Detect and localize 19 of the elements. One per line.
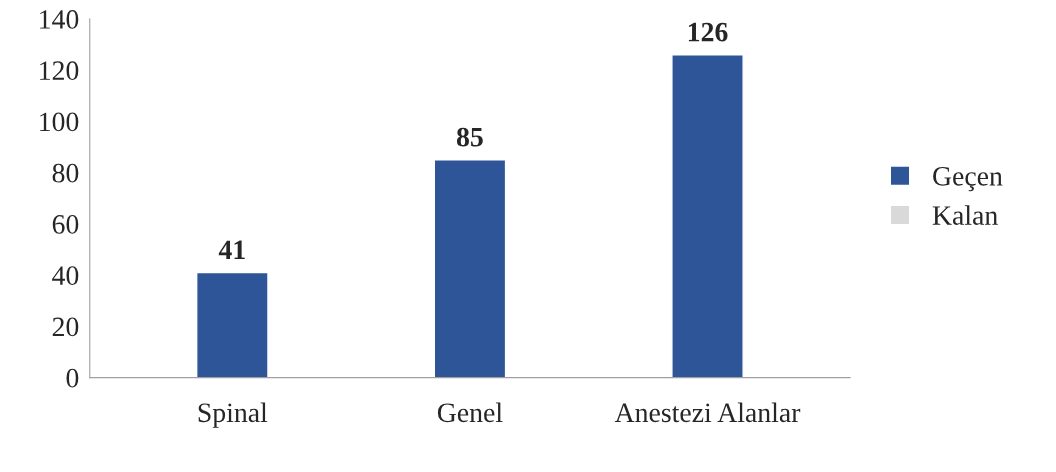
y-tick-label: 20 [52, 317, 79, 337]
bar [195, 271, 269, 378]
legend-label: Geçen [933, 166, 1003, 192]
bar [433, 159, 507, 378]
y-tick-label: 100 [40, 112, 79, 132]
data-label: 41 [218, 240, 245, 259]
y-tick-label: 140 [40, 10, 79, 29]
y-tick-label: 0 [66, 368, 79, 388]
data-label: 85 [456, 127, 483, 147]
y-tick-label: 120 [40, 61, 79, 81]
x-tick-label: Anestezi Alanlar [614, 402, 801, 423]
y-tick-label: 60 [52, 215, 79, 234]
x-tick-label: Spinal [198, 402, 268, 428]
data-label: 126 [688, 22, 728, 42]
legend-label: Kalan [932, 205, 998, 225]
y-tick-label: 80 [52, 163, 79, 183]
x-tick-label: Genel [437, 402, 503, 423]
bar [671, 54, 744, 378]
y-tick-label: 40 [52, 266, 79, 286]
